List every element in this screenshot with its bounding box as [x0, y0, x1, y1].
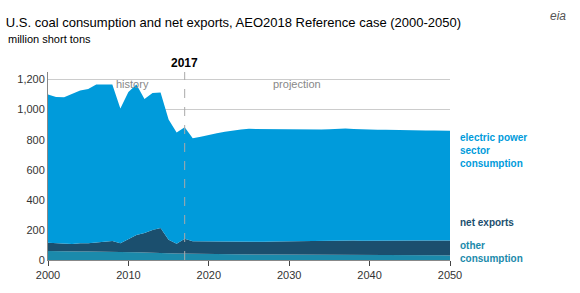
svg-text:2030: 2030 [277, 269, 301, 281]
svg-text:1,200: 1,200 [17, 73, 45, 85]
svg-text:eia: eia [550, 9, 566, 23]
svg-text:otherconsumption: otherconsumption [460, 240, 523, 264]
svg-text:net exports: net exports [460, 217, 514, 228]
svg-text:electric powersectorconsumptio: electric powersectorconsumption [460, 132, 527, 169]
svg-text:2040: 2040 [357, 269, 381, 281]
svg-text:2020: 2020 [197, 269, 221, 281]
svg-text:2000: 2000 [36, 269, 60, 281]
svg-text:800: 800 [26, 134, 44, 146]
svg-text:2050: 2050 [438, 269, 462, 281]
svg-text:2017: 2017 [171, 56, 198, 70]
svg-text:400: 400 [26, 194, 44, 206]
svg-text:history: history [116, 78, 149, 90]
svg-text:200: 200 [26, 224, 44, 236]
svg-text:0: 0 [39, 254, 45, 266]
svg-text:2010: 2010 [116, 269, 140, 281]
svg-text:U.S. coal consumption and net: U.S. coal consumption and net exports, A… [6, 15, 461, 30]
svg-text:600: 600 [26, 164, 44, 176]
svg-text:million short tons: million short tons [8, 33, 91, 45]
svg-text:projection: projection [273, 78, 321, 90]
svg-text:1,000: 1,000 [17, 103, 45, 115]
